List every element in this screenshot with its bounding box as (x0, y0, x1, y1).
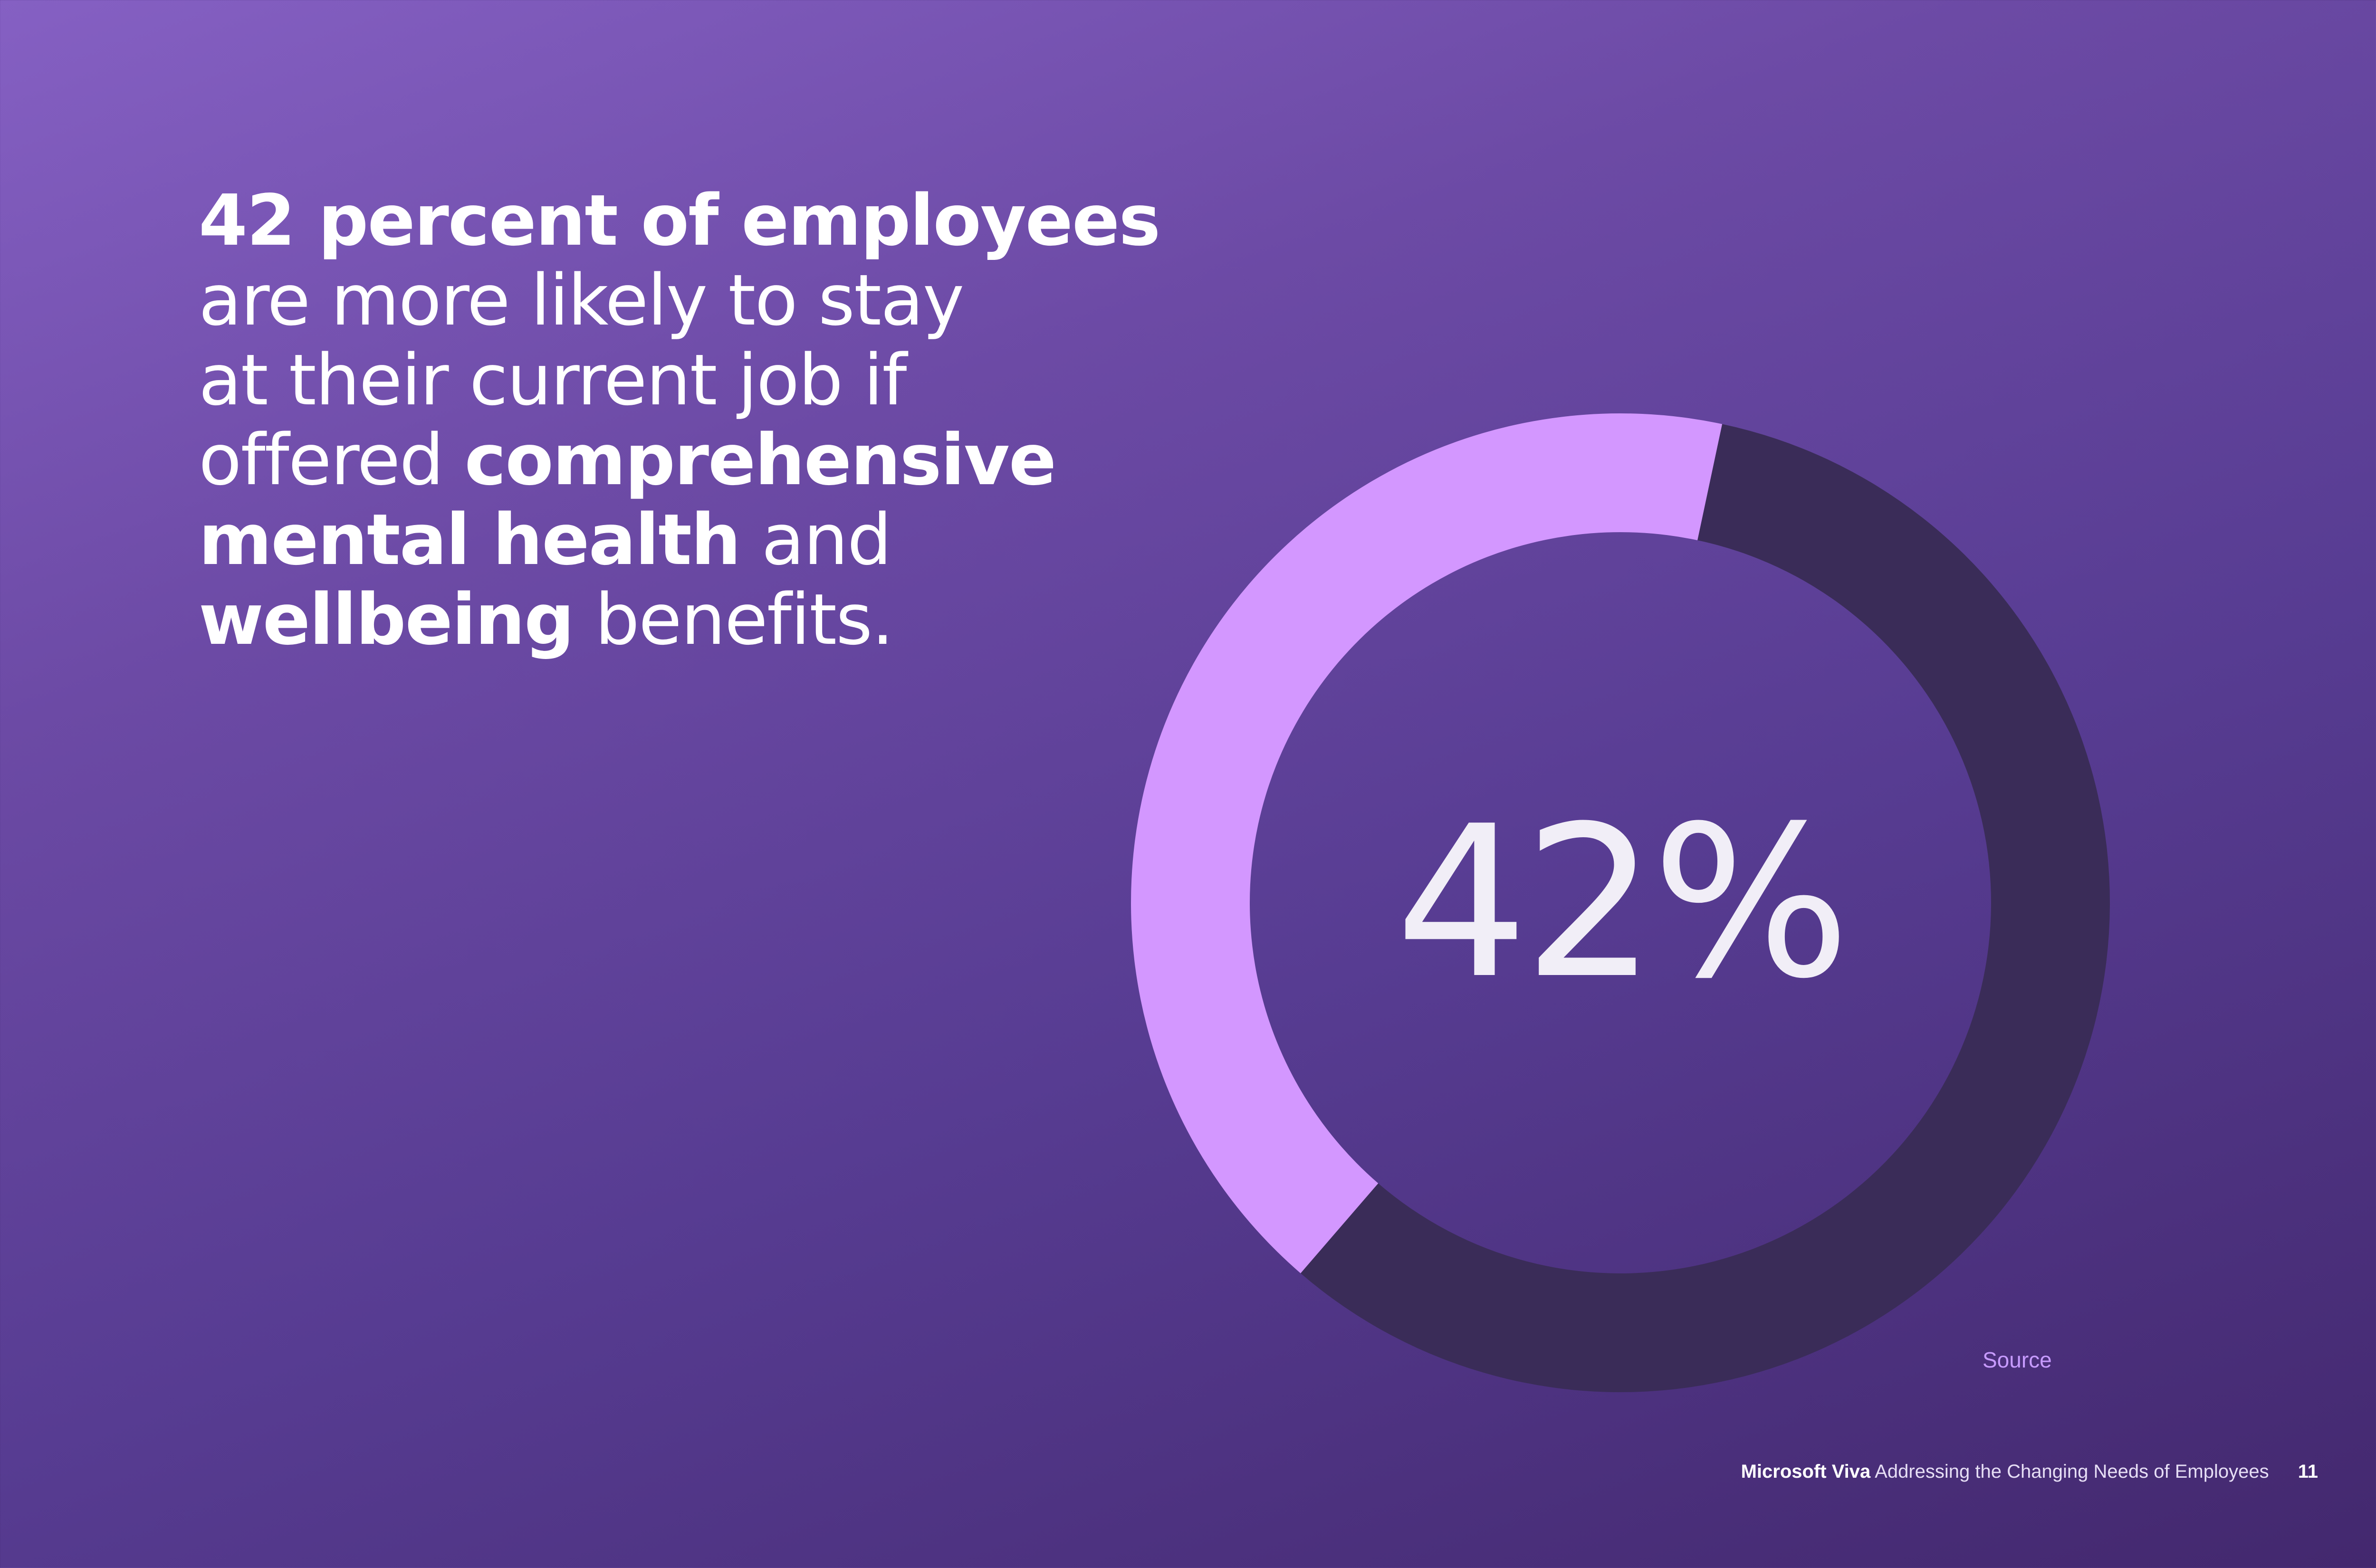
headline-line-4-light: offered (199, 419, 465, 501)
headline-line-6-bold: wellbeing (199, 579, 575, 660)
headline-line-4-bold: comprehensive (464, 419, 1056, 501)
headline-line-2: are more likely to stay (199, 259, 964, 341)
headline-line-5-bold: mental health (199, 499, 741, 581)
headline-line-6-light: benefits. (573, 579, 894, 660)
headline: 42 percent of employees are more likely … (199, 181, 1160, 660)
donut-slice-remainder (1300, 424, 2110, 1392)
headline-line-5-light: and (740, 499, 891, 581)
footer-doc-title: Addressing the Changing Needs of Employe… (1875, 1461, 2269, 1482)
donut-slice-highlight (1131, 413, 1723, 1273)
headline-line-3: at their current job if (199, 339, 907, 421)
donut-chart (1131, 413, 2110, 1392)
footer: Microsoft Viva Addressing the Changing N… (1741, 1461, 2318, 1482)
donut-center-label: 42% (1395, 781, 1850, 1024)
footer-brand: Microsoft Viva (1741, 1461, 1871, 1482)
headline-bold-1: 42 percent of employees (199, 180, 1160, 261)
source-link[interactable]: Source (1983, 1348, 2052, 1372)
page-number: 11 (2298, 1461, 2318, 1482)
